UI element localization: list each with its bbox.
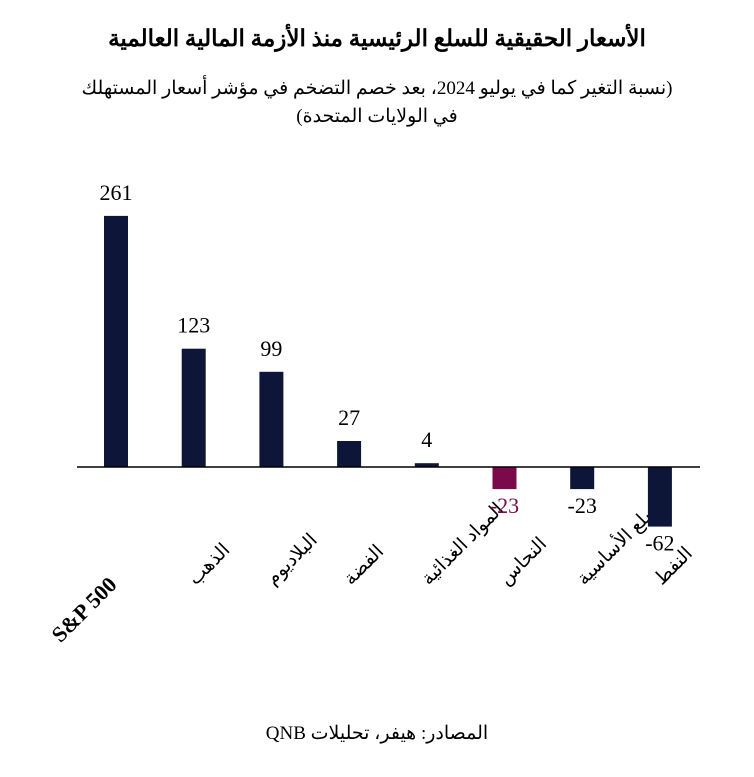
data-label: 123 (177, 313, 210, 338)
bar (492, 467, 517, 490)
bar (647, 467, 672, 527)
data-label: 4 (421, 427, 432, 452)
category-label: الذهب (184, 540, 234, 590)
bar (104, 215, 128, 467)
source-note: المصادر: هيفر، تحليلات QNB (265, 723, 489, 744)
chart-subtitle-line-1: (نسبة التغير كما في يوليو 2024، بعد خصم … (81, 78, 673, 99)
data-label: -23 (568, 493, 597, 518)
chart-title: الأسعار الحقيقية للسلع الرئيسية منذ الأز… (108, 26, 646, 51)
data-label: 27 (338, 405, 360, 430)
bar (337, 441, 362, 467)
category-label: S&P 500 (46, 572, 121, 647)
bar (570, 467, 595, 490)
chart-subtitle-line-2: في الولايات المتحدة) (296, 106, 458, 127)
data-label: -23 (490, 493, 519, 518)
data-label: 261 (100, 180, 133, 205)
chart-subtitle: (نسبة التغير كما في يوليو 2024، بعد خصم … (0, 75, 754, 131)
category-label: البلاديوم (262, 530, 322, 590)
category-label: النحاس (495, 534, 551, 590)
bar (181, 348, 206, 467)
category-label: الفضة (340, 541, 388, 589)
data-label: -62 (645, 531, 674, 556)
bar (414, 463, 439, 467)
data-label: 99 (260, 336, 282, 361)
bar (259, 371, 284, 467)
